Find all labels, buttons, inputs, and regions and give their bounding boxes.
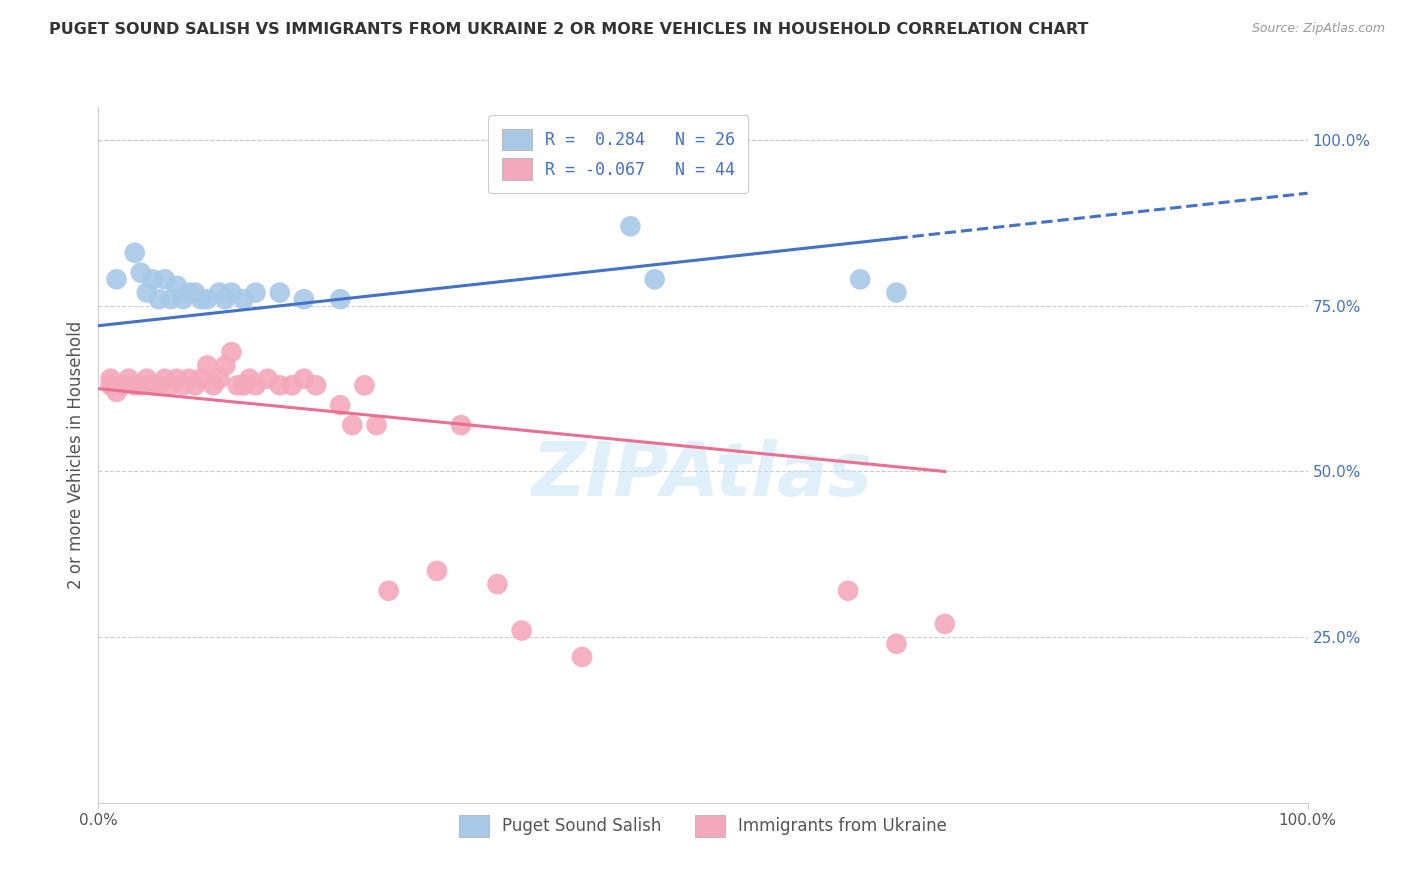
Point [202,378,225,392]
Point [105,272,128,286]
Point [256,372,278,386]
Legend: Puget Sound Salish, Immigrants from Ukraine: Puget Sound Salish, Immigrants from Ukra… [453,808,953,843]
Point [184,285,207,300]
Point [221,285,243,300]
Point [166,372,188,386]
Point [148,292,170,306]
Point [195,292,218,306]
Point [135,285,157,300]
Point [160,378,183,392]
Point [366,418,388,433]
Point [184,378,207,392]
Point [292,292,315,306]
Point [245,285,267,300]
Point [426,564,449,578]
Text: ZIPAtlas: ZIPAtlas [533,439,873,512]
Point [166,279,188,293]
Point [232,292,254,306]
Point [281,378,304,392]
Point [135,372,157,386]
Point [105,384,128,399]
Point [644,272,666,286]
Point [153,372,176,386]
Point [100,372,122,386]
Point [450,418,472,433]
Y-axis label: 2 or more Vehicles in Household: 2 or more Vehicles in Household [66,321,84,589]
Point [208,285,231,300]
Point [886,285,908,300]
Point [172,292,194,306]
Point [129,378,152,392]
Point [195,359,218,373]
Point [329,292,352,306]
Point [342,418,364,433]
Point [232,378,254,392]
Point [353,378,375,392]
Point [571,650,593,665]
Point [148,378,170,392]
Point [124,245,146,260]
Point [849,272,872,286]
Point [208,372,231,386]
Point [100,378,122,392]
Point [269,285,291,300]
Point [837,583,859,598]
Point [214,359,236,373]
Point [118,372,141,386]
Point [510,624,533,638]
Point [619,219,641,234]
Point [160,292,183,306]
Point [129,266,152,280]
Point [269,378,291,392]
Point [377,583,399,598]
Point [172,378,194,392]
Point [179,372,201,386]
Point [486,577,509,591]
Point [179,285,201,300]
Point [226,378,249,392]
Point [190,292,212,306]
Point [305,378,328,392]
Point [214,292,236,306]
Point [221,345,243,359]
Point [934,616,956,631]
Point [292,372,315,386]
Point [245,378,267,392]
Text: PUGET SOUND SALISH VS IMMIGRANTS FROM UKRAINE 2 OR MORE VEHICLES IN HOUSEHOLD CO: PUGET SOUND SALISH VS IMMIGRANTS FROM UK… [49,22,1088,37]
Text: Source: ZipAtlas.com: Source: ZipAtlas.com [1251,22,1385,36]
Point [886,637,908,651]
Point [142,272,165,286]
Point [153,272,176,286]
Point [111,378,134,392]
Point [124,378,146,392]
Point [190,372,212,386]
Point [239,372,262,386]
Point [142,378,165,392]
Point [329,398,352,412]
